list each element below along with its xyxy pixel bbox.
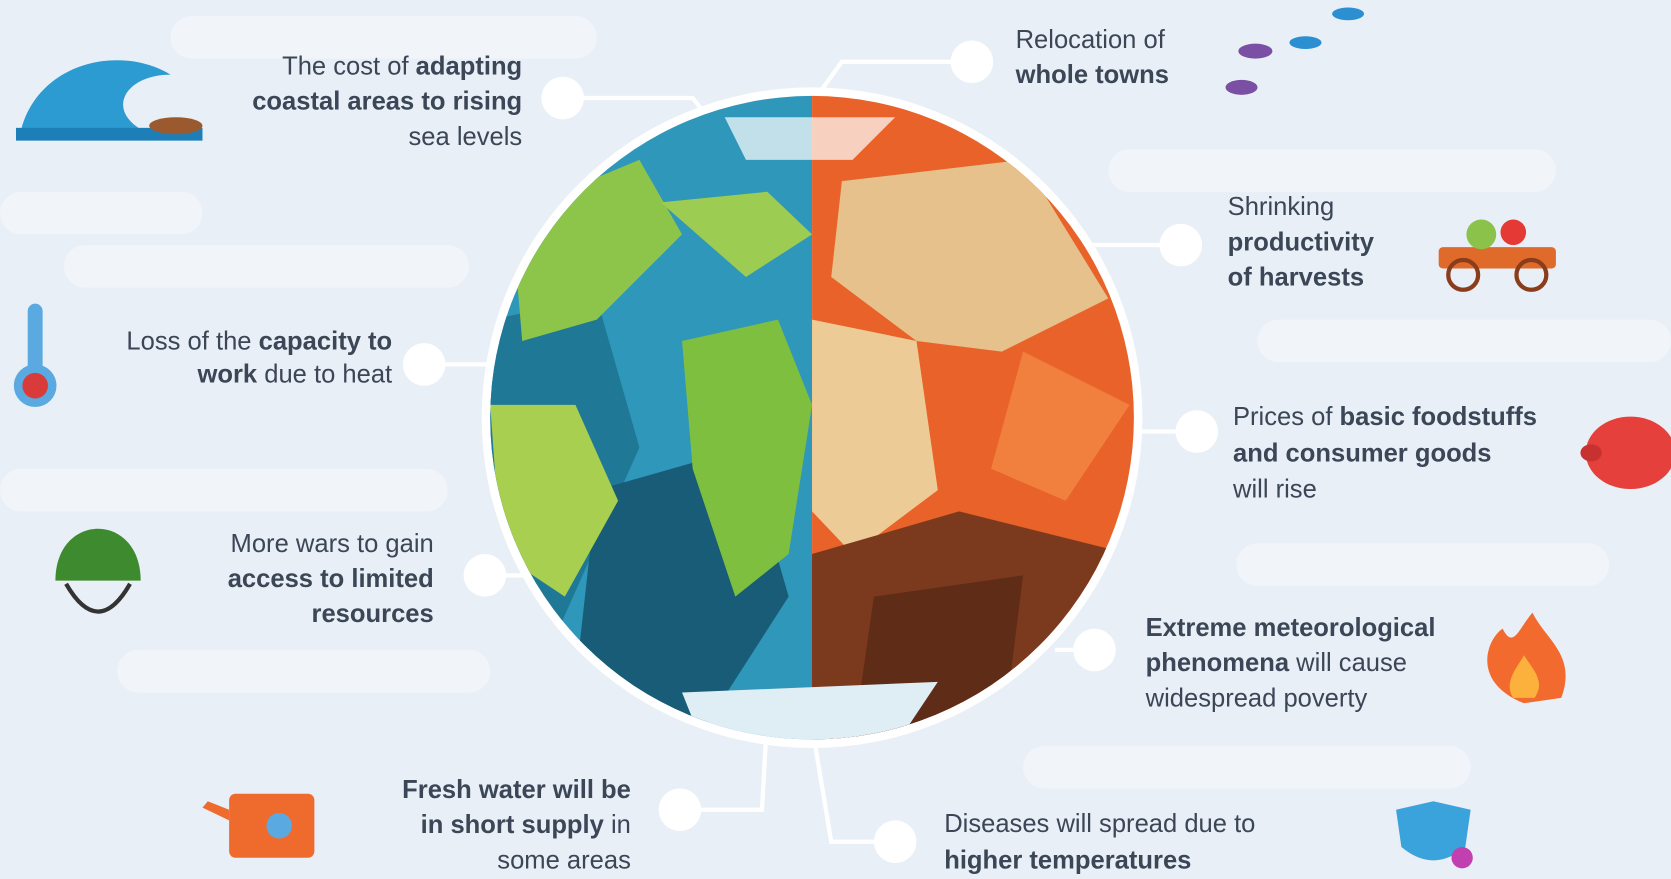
label-segment: Diseases will spread due to <box>944 810 1255 838</box>
label-segment: Shrinking <box>1228 193 1335 221</box>
label-segment: basic foodstuffs <box>1340 403 1537 431</box>
helmet-icon <box>55 528 141 581</box>
item-label: Shrinking productivity of harvests <box>1228 193 1375 291</box>
label-segment: phenomena <box>1146 649 1290 677</box>
fire-icon <box>1487 612 1566 704</box>
item-label: Relocation of whole towns <box>1015 26 1169 89</box>
item-label: The cost of adapting coastal areas to ris… <box>252 53 522 151</box>
label-segment: whole towns <box>1015 61 1169 89</box>
item-label: More wars to gain access to limited resour… <box>228 530 434 628</box>
wave-icon <box>19 60 171 139</box>
item-label: Loss of the capacity to work due to heat <box>126 327 392 388</box>
label-segment: due to heat <box>257 361 392 389</box>
label-segment: will cause <box>1289 649 1407 677</box>
label-segment: Prices of <box>1233 403 1340 431</box>
label-segment: The cost of <box>282 53 416 81</box>
shield-icon <box>1396 801 1471 861</box>
label-segment: widespread poverty <box>1145 684 1368 712</box>
label-segment: in short supply <box>421 811 605 839</box>
globe <box>481 87 1143 748</box>
label-segment: Extreme meteorological <box>1146 614 1436 642</box>
label-segment: adapting <box>416 53 523 81</box>
icons <box>13 7 1671 869</box>
label-segment: of harvests <box>1228 264 1364 292</box>
label-segment: access to limited <box>228 565 434 593</box>
connector-dots <box>402 40 1219 864</box>
label-segment: will rise <box>1232 476 1317 504</box>
label-segment: higher temperatures <box>944 846 1191 874</box>
label-segment: Fresh water will be <box>402 776 631 804</box>
label-segment: capacity to <box>259 327 393 355</box>
piggy-bank-icon <box>1585 416 1671 490</box>
label-segment: More wars to gain <box>231 530 434 558</box>
item-label: Prices of basic foodstuffs and consumer g… <box>1232 403 1537 503</box>
background-streaks <box>0 15 1671 789</box>
item-label: Fresh water will be in short supply in som… <box>402 776 631 874</box>
label-segment: in <box>604 811 631 839</box>
label-segment: resources <box>312 600 434 628</box>
label-segment: productivity <box>1228 228 1375 256</box>
thermometer-icon <box>27 303 43 379</box>
label-segment: Loss of the <box>126 327 258 355</box>
item-label: Diseases will spread due to higher temper… <box>944 810 1255 874</box>
item-label: Extreme meteorological phenomena will cau… <box>1145 614 1436 712</box>
label-segment: and consumer goods <box>1233 439 1492 467</box>
label-segment: work <box>196 361 257 389</box>
label-segment: coastal areas to rising <box>252 88 522 116</box>
label-segment: Relocation of <box>1016 26 1166 54</box>
label-segment: some areas <box>497 846 631 874</box>
footsteps-icon <box>1238 43 1273 59</box>
label-segment: sea levels <box>409 123 523 151</box>
cart-icon <box>1438 247 1556 269</box>
labels: The cost of adapting coastal areas to ris… <box>126 26 1537 874</box>
